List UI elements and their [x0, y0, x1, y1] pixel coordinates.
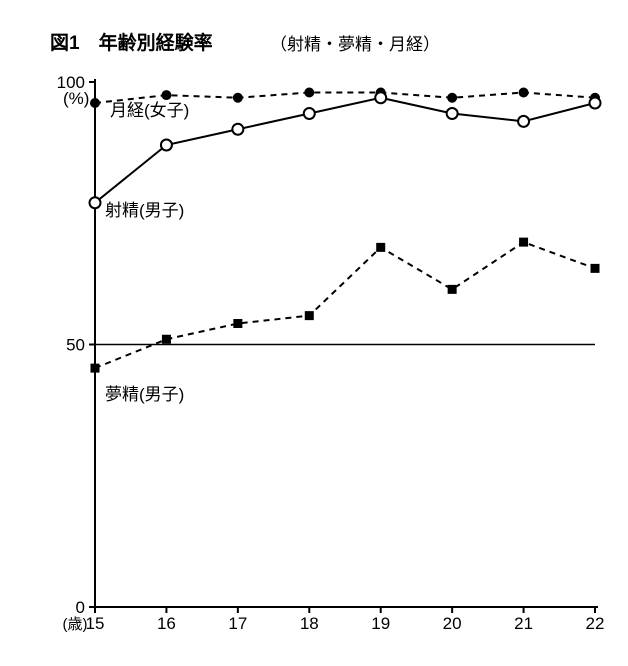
svg-text:(歳): (歳) [63, 616, 88, 633]
chart-svg: 050100(%)1516171819202122(歳)月経(女子)射精(男子)… [0, 0, 628, 666]
svg-text:22: 22 [586, 614, 605, 633]
svg-text:20: 20 [443, 614, 462, 633]
svg-text:0: 0 [76, 598, 85, 617]
svg-text:(%): (%) [63, 89, 89, 108]
svg-text:16: 16 [157, 614, 176, 633]
svg-text:19: 19 [371, 614, 390, 633]
svg-text:15: 15 [86, 614, 105, 633]
svg-text:夢精(男子): 夢精(男子) [105, 385, 184, 404]
svg-text:21: 21 [514, 614, 533, 633]
svg-text:18: 18 [300, 614, 319, 633]
svg-text:月経(女子): 月経(女子) [110, 101, 189, 120]
chart-container: 図1 年齢別経験率 （射精・夢精・月経） 050100(%)1516171819… [0, 0, 628, 666]
svg-text:17: 17 [228, 614, 247, 633]
svg-text:射精(男子): 射精(男子) [105, 201, 184, 220]
svg-text:50: 50 [66, 336, 85, 355]
